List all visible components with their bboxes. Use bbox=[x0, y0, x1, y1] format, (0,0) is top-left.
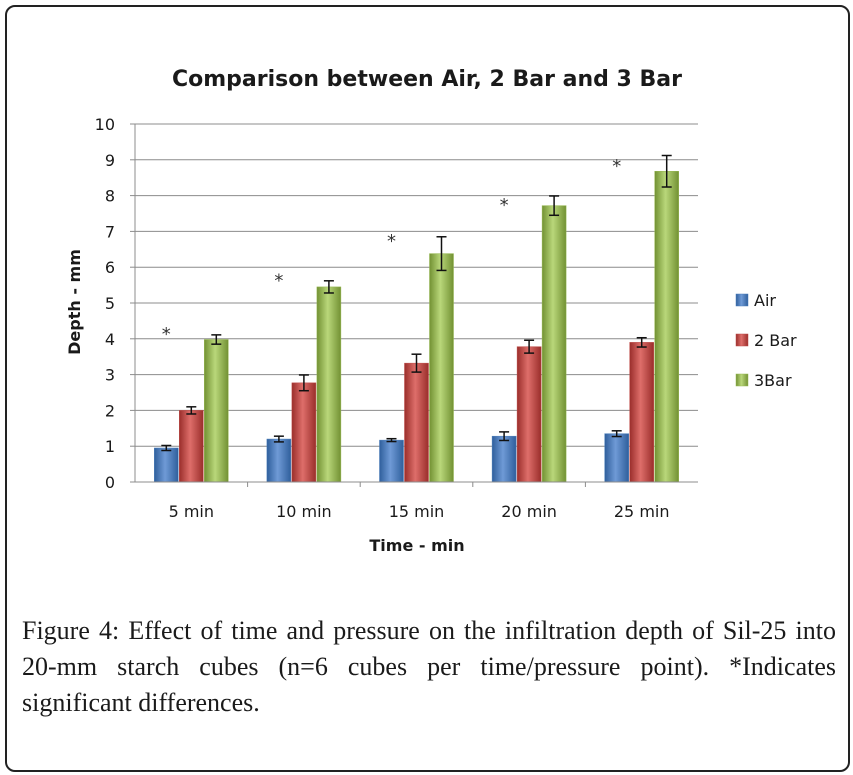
bars bbox=[154, 171, 679, 483]
legend: Air 2 Bar 3Bar bbox=[735, 291, 797, 390]
y-tick-label: 8 bbox=[105, 187, 115, 206]
y-tick-label: 2 bbox=[105, 401, 115, 420]
bar-air bbox=[379, 439, 404, 483]
caption-text: Effect of time and pressure on the infil… bbox=[22, 616, 836, 717]
y-tick-label: 7 bbox=[105, 222, 115, 241]
bar-3bar bbox=[316, 286, 342, 483]
legend-swatch-air bbox=[735, 293, 749, 307]
x-axis-ticks: 5 min 10 min 15 min 20 min 25 min bbox=[169, 482, 670, 521]
bar-3bar bbox=[541, 205, 567, 483]
y-tick-label: 4 bbox=[105, 330, 115, 349]
chart-title: Comparison between Air, 2 Bar and 3 Bar bbox=[172, 67, 682, 92]
caption-label: Figure 4: bbox=[22, 616, 120, 645]
significance-star: * bbox=[612, 156, 621, 177]
legend-swatch-3bar bbox=[735, 373, 749, 387]
significance-star: * bbox=[274, 270, 283, 291]
x-tick-label: 10 min bbox=[276, 502, 332, 521]
x-tick-label: 20 min bbox=[501, 502, 557, 521]
legend-label: Air bbox=[754, 291, 776, 310]
bar-3bar bbox=[654, 171, 679, 483]
significance-star: * bbox=[500, 195, 509, 216]
legend-label: 2 Bar bbox=[754, 331, 797, 350]
bar-3bar bbox=[204, 339, 229, 483]
bar-2-bar bbox=[516, 346, 542, 483]
y-tick-label: 3 bbox=[105, 366, 115, 385]
error-bars bbox=[161, 154, 672, 452]
figure-caption: Figure 4: Effect of time and pressure on… bbox=[22, 613, 836, 721]
y-axis-label: Depth - mm bbox=[65, 249, 84, 355]
bar-air bbox=[266, 438, 292, 483]
y-axis-ticks: 0 1 2 3 4 5 6 7 8 9 10 bbox=[95, 115, 135, 492]
legend-swatch-2-bar bbox=[735, 333, 749, 347]
y-tick-label: 0 bbox=[105, 473, 115, 492]
bar-air bbox=[604, 433, 629, 483]
y-tick-label: 9 bbox=[105, 151, 115, 170]
x-tick-label: 25 min bbox=[614, 502, 670, 521]
bar-3bar bbox=[429, 253, 454, 483]
y-tick-label: 1 bbox=[105, 437, 115, 456]
significance-markers: * * * * * bbox=[162, 156, 621, 345]
bar-2-bar bbox=[179, 410, 204, 483]
x-tick-label: 5 min bbox=[169, 502, 214, 521]
legend-label: 3Bar bbox=[754, 371, 792, 390]
bar-2-bar bbox=[629, 342, 654, 483]
bar-air bbox=[491, 435, 517, 483]
bar-air bbox=[154, 447, 179, 483]
significance-star: * bbox=[387, 231, 396, 252]
y-tick-label: 6 bbox=[105, 258, 115, 277]
y-tick-label: 10 bbox=[95, 115, 115, 134]
x-axis-label: Time - min bbox=[369, 536, 464, 555]
y-tick-label: 5 bbox=[105, 294, 115, 313]
x-tick-label: 15 min bbox=[389, 502, 445, 521]
bar-2-bar bbox=[291, 382, 317, 483]
bar-chart: Comparison between Air, 2 Bar and 3 Bar … bbox=[65, 67, 797, 555]
bar-2-bar bbox=[404, 362, 429, 483]
significance-star: * bbox=[162, 324, 171, 345]
